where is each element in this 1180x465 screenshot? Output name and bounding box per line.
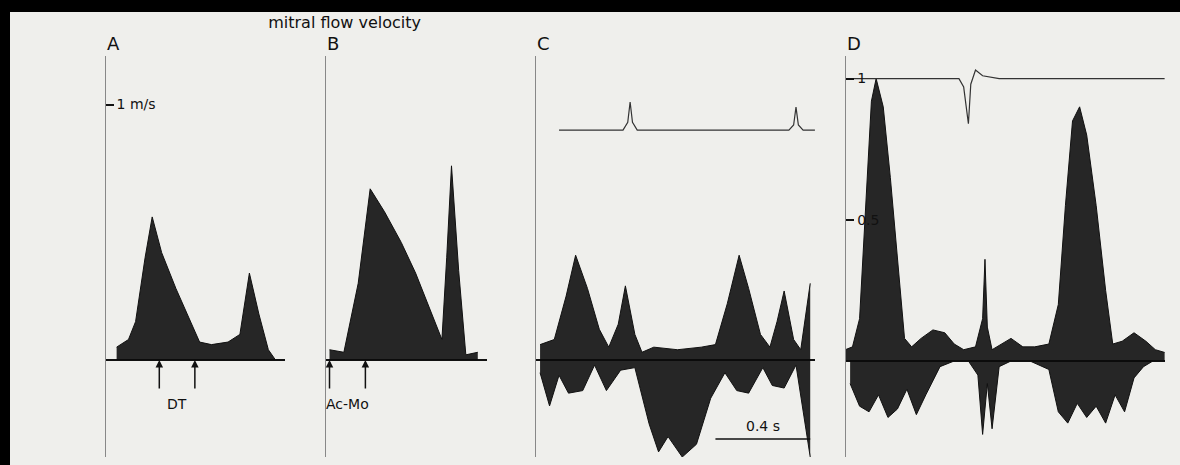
svg-text:DT: DT xyxy=(167,396,187,412)
svg-text:0.5: 0.5 xyxy=(857,212,879,228)
svg-text:1 m/s: 1 m/s xyxy=(117,96,156,112)
svg-text:D: D xyxy=(847,33,861,54)
svg-text:B: B xyxy=(327,33,339,54)
svg-text:0.4 s: 0.4 s xyxy=(746,418,780,434)
svg-text:A: A xyxy=(107,33,120,54)
svg-text:C: C xyxy=(537,33,550,54)
svg-text:1: 1 xyxy=(857,70,866,86)
svg-text:mitral flow velocity: mitral flow velocity xyxy=(268,13,421,32)
svg-text:Ac-Mo: Ac-Mo xyxy=(326,396,369,412)
